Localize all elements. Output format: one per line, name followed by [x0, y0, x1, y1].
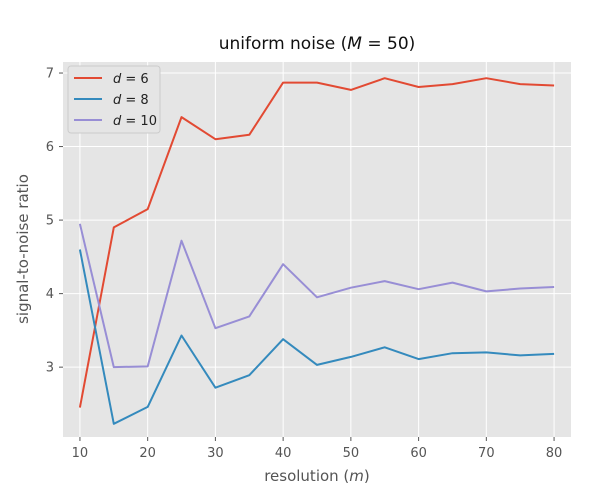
x-tick-label: 70: [478, 446, 495, 461]
y-tick-label: 5: [46, 214, 54, 229]
y-axis-label: signal-to-noise ratio: [14, 174, 32, 324]
x-axis-ticks: 10 20 30 40 50 60 70 80: [72, 437, 563, 461]
series-line-2: [78, 223, 555, 369]
legend-entry: d = 8: [74, 93, 149, 108]
legend-entry: d = 10: [74, 114, 157, 129]
y-tick-label: 4: [46, 287, 54, 302]
legend-label: d = 10: [113, 114, 157, 129]
x-tick-label: 20: [139, 446, 156, 461]
legend-box: [67, 65, 161, 134]
x-axis-label: resolution (m): [264, 467, 370, 485]
y-axis-ticks: 3 4 5 6 7: [46, 67, 63, 376]
legend-label: d = 6: [113, 72, 149, 87]
chart-title: uniform noise (M = 50): [219, 34, 416, 54]
x-tick-label: 50: [343, 446, 360, 461]
legend-label: d = 8: [113, 93, 149, 108]
x-tick-label: 60: [410, 446, 427, 461]
series-line-0: [78, 77, 555, 408]
x-tick-label: 10: [72, 446, 89, 461]
legend: d = 6 d = 8 d = 10: [67, 65, 161, 134]
x-tick-label: 40: [275, 446, 292, 461]
series-lines: [78, 77, 555, 425]
legend-entry: d = 6: [74, 72, 149, 87]
x-tick-label: 80: [546, 446, 563, 461]
y-tick-label: 6: [46, 140, 54, 155]
series-line-1: [78, 249, 555, 425]
y-tick-label: 7: [46, 67, 54, 82]
y-tick-label: 3: [46, 361, 54, 376]
x-tick-label: 30: [207, 446, 224, 461]
